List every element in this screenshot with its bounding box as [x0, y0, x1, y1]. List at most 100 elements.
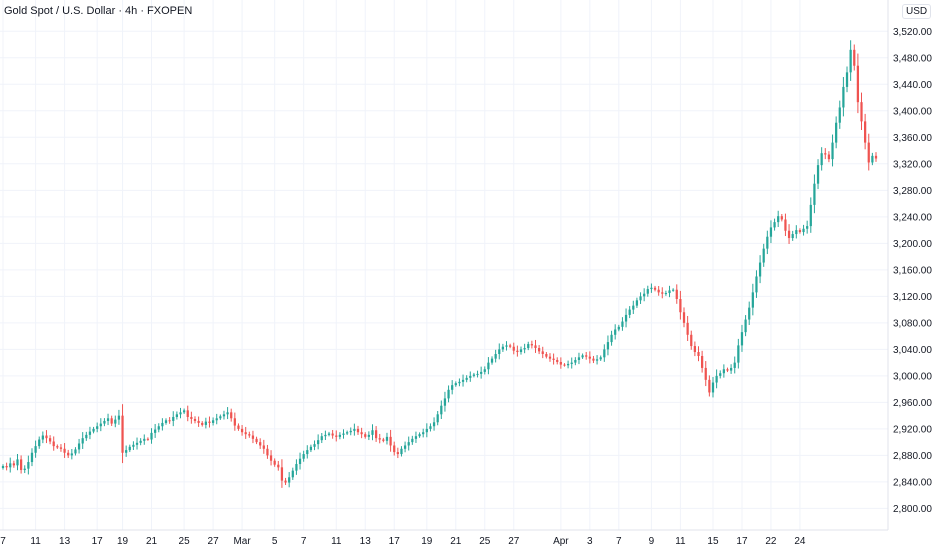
- candle-up: [617, 326, 620, 330]
- candle-down: [853, 49, 856, 66]
- candle-down: [548, 356, 552, 359]
- candle-down: [530, 344, 533, 346]
- candle-down: [708, 379, 711, 393]
- candle-down: [360, 432, 363, 435]
- candle-up: [302, 454, 305, 459]
- candle-down: [537, 348, 541, 352]
- candle-up: [461, 379, 465, 382]
- candle-up: [519, 349, 523, 353]
- price-tick-label: 3,120.00: [893, 292, 932, 303]
- candle-up: [646, 289, 649, 294]
- time-tick-label: 13: [360, 536, 372, 547]
- candle-up: [9, 463, 12, 468]
- candle-down: [675, 289, 678, 300]
- time-tick-label: 27: [208, 536, 220, 547]
- candle-up: [74, 449, 77, 454]
- candle-up: [219, 416, 222, 419]
- time-tick-label: 22: [765, 536, 777, 547]
- time-tick-label: 15: [707, 536, 719, 547]
- candle-up: [157, 426, 160, 430]
- candle-down: [787, 230, 791, 239]
- time-tick-label: 25: [179, 536, 191, 547]
- candle-up: [295, 464, 298, 471]
- time-tick-label: 13: [59, 536, 71, 547]
- candle-up: [483, 369, 486, 372]
- candle-up: [672, 289, 675, 291]
- price-tick-label: 2,840.00: [893, 477, 932, 488]
- candle-down: [541, 351, 544, 355]
- candle-up: [175, 414, 178, 417]
- candle-up: [835, 122, 838, 143]
- candle-down: [233, 418, 236, 426]
- candle-down: [552, 358, 555, 360]
- candle-up: [505, 345, 508, 347]
- candle-down: [193, 418, 197, 421]
- candle-up: [755, 276, 758, 293]
- candle-up: [222, 414, 226, 417]
- candle-up: [447, 389, 450, 399]
- candle-up: [411, 438, 414, 443]
- candle-down: [244, 432, 247, 435]
- candle-up: [849, 49, 852, 73]
- candle-down: [697, 352, 700, 356]
- candle-up: [1, 466, 5, 469]
- currency-button[interactable]: USD: [902, 4, 932, 19]
- candle-up: [338, 434, 342, 437]
- candle-up: [371, 430, 374, 435]
- time-tick-label: 19: [421, 536, 433, 547]
- candle-down: [588, 356, 591, 359]
- candle-down: [686, 322, 689, 335]
- time-axis[interactable]: 7 11 13 17 19 21 25 27 Mar 5 7 11 13 17 19 21 25 27 Apr 3 7 9…: [0, 536, 806, 547]
- candle-down: [331, 433, 334, 436]
- candle-up: [845, 72, 849, 87]
- candle-up: [172, 416, 175, 421]
- candle-up: [802, 228, 805, 233]
- candle-up: [650, 287, 653, 290]
- price-tick-label: 3,000.00: [893, 371, 932, 382]
- candle-up: [791, 234, 794, 239]
- candle-up: [139, 440, 142, 443]
- candle-up: [342, 433, 345, 435]
- candle-up: [610, 334, 613, 343]
- candle-up: [349, 430, 352, 433]
- candle-up: [161, 422, 164, 427]
- price-tick-label: 2,880.00: [893, 451, 932, 462]
- price-tick-label: 3,040.00: [893, 345, 932, 356]
- candle-down: [585, 355, 588, 357]
- candle-up: [154, 429, 157, 433]
- candle-down: [266, 448, 269, 456]
- candle-up: [595, 359, 599, 361]
- candle-up: [494, 354, 497, 359]
- candle-up: [635, 300, 639, 306]
- candle-up: [403, 445, 407, 449]
- candle-up: [81, 438, 84, 444]
- candle-up: [719, 373, 722, 376]
- candle-up: [288, 477, 291, 483]
- price-tick-label: 2,920.00: [893, 424, 932, 435]
- candle-down: [679, 299, 682, 313]
- candle-up: [422, 432, 425, 435]
- candle-up: [733, 362, 736, 368]
- candle-down: [121, 415, 124, 453]
- price-axis[interactable]: 2,800.00 2,840.00 2,880.00 2,920.00 2,960.00…: [893, 27, 932, 515]
- candle-up: [298, 458, 302, 465]
- candle-up: [603, 349, 606, 358]
- candle-up: [436, 414, 439, 423]
- candle-up: [317, 440, 320, 445]
- candle-down: [378, 438, 381, 440]
- candle-up: [306, 450, 309, 455]
- candle-up: [414, 436, 418, 439]
- price-tick-label: 2,960.00: [893, 398, 932, 409]
- candle-up: [16, 459, 19, 466]
- candle-down: [545, 354, 548, 357]
- candle-up: [429, 426, 432, 429]
- candle-up: [715, 375, 718, 383]
- candle-up: [164, 420, 168, 423]
- candle-down: [864, 121, 867, 143]
- candle-up: [795, 230, 798, 235]
- candle-down: [240, 428, 244, 433]
- time-tick-label: Mar: [233, 536, 251, 547]
- candle-up: [128, 446, 131, 451]
- candle-down: [512, 346, 515, 351]
